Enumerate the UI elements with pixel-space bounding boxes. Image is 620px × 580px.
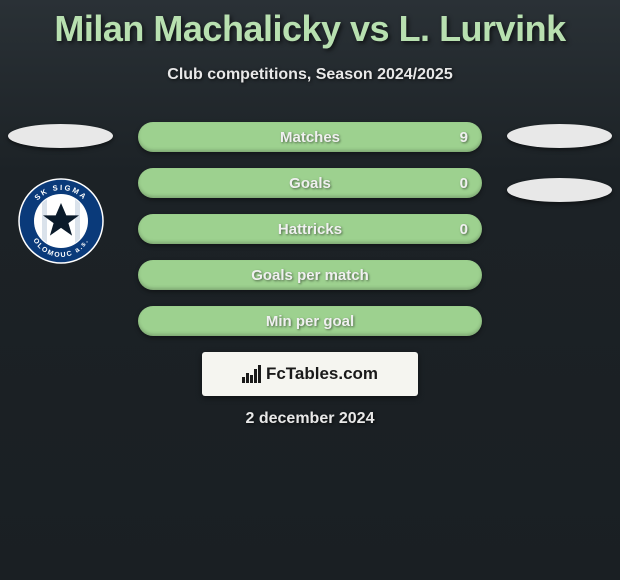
stat-label: Goals <box>289 175 331 192</box>
date-text: 2 december 2024 <box>0 410 620 428</box>
stat-row-matches: Matches 9 <box>138 122 482 152</box>
club-badge: SK SIGMA OLOMOUC a.s. <box>18 178 104 264</box>
stat-row-hattricks: Hattricks 0 <box>138 214 482 244</box>
stat-label: Matches <box>280 129 340 146</box>
stats-list: Matches 9 Goals 0 Hattricks 0 Goals per … <box>138 122 482 352</box>
stat-label: Goals per match <box>251 267 369 284</box>
stat-row-min-per-goal: Min per goal <box>138 306 482 336</box>
stat-value: 9 <box>460 129 468 146</box>
stat-row-goals-per-match: Goals per match <box>138 260 482 290</box>
stat-value: 0 <box>460 221 468 238</box>
brand-text: FcTables.com <box>266 364 378 384</box>
chart-icon <box>242 365 262 383</box>
stat-label: Min per goal <box>266 313 354 330</box>
player-right-placeholder-2 <box>507 178 612 202</box>
stat-row-goals: Goals 0 <box>138 168 482 198</box>
subtitle: Club competitions, Season 2024/2025 <box>0 66 620 84</box>
brand-box: FcTables.com <box>202 352 418 396</box>
player-left-placeholder <box>8 124 113 148</box>
stat-value: 0 <box>460 175 468 192</box>
stat-label: Hattricks <box>278 221 342 238</box>
player-right-placeholder-1 <box>507 124 612 148</box>
page-title: Milan Machalicky vs L. Lurvink <box>0 0 620 50</box>
